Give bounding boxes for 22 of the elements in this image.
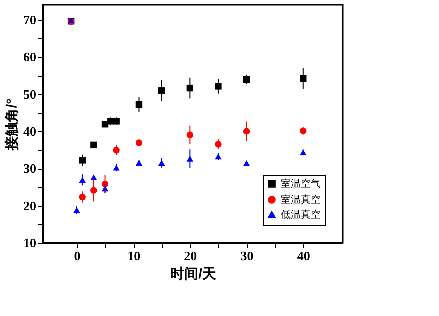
y-tick-label: 20 bbox=[24, 198, 36, 214]
x-axis-title: 时间/天 bbox=[170, 266, 218, 282]
legend-label: 室温空气 bbox=[281, 178, 321, 190]
x-tick-label: 10 bbox=[128, 248, 141, 264]
y-tick-label: 10 bbox=[24, 236, 36, 250]
point bbox=[215, 83, 222, 90]
point bbox=[136, 140, 143, 146]
x-tick-label: 0 bbox=[74, 248, 81, 264]
legend-label: 室温真空 bbox=[281, 194, 321, 206]
point bbox=[113, 118, 120, 125]
x-tick-label: 20 bbox=[184, 248, 198, 264]
x-tick-label: 40 bbox=[297, 248, 310, 264]
y-tick-label: 40 bbox=[24, 124, 36, 139]
x-tick-label: 30 bbox=[240, 248, 254, 264]
y-axis-title: 接触角/° bbox=[4, 98, 20, 152]
legend-label: 低温真空 bbox=[281, 209, 321, 221]
point bbox=[243, 160, 250, 166]
point bbox=[90, 142, 98, 149]
y-tick-label: 30 bbox=[24, 161, 36, 176]
y-tick-label: 50 bbox=[24, 86, 36, 102]
y-tick-label: 60 bbox=[24, 50, 36, 65]
y-tick-label: 70 bbox=[24, 12, 36, 28]
